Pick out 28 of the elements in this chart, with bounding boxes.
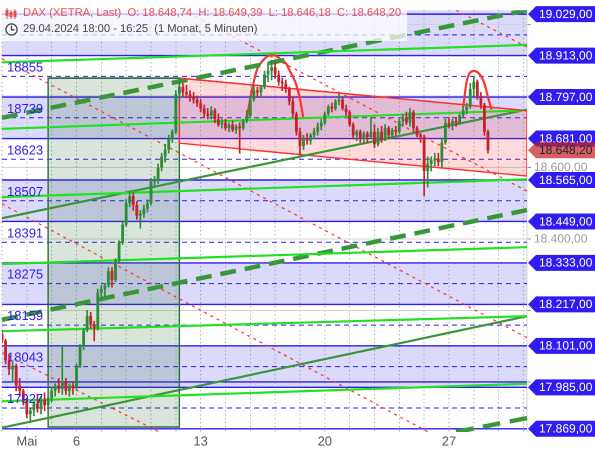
ref-line-label: 19.029,00: [539, 6, 593, 21]
ref-line-label: 17.985,00: [539, 380, 593, 394]
ref-line-label: 18275: [7, 266, 44, 282]
ref-line-label: 18.333,00: [539, 256, 593, 270]
text: 18.648,20: [539, 143, 593, 158]
y-tick-label: 18.400,00: [534, 231, 588, 246]
ref-line-label: 18.217,00: [539, 297, 593, 312]
ref-line-label: 18.565,00: [539, 172, 593, 187]
x-tick-label: 13: [193, 433, 208, 448]
ref-line-label: 18623: [7, 142, 44, 158]
x-tick-label: Mai: [16, 433, 38, 448]
ref-line-label: 18855: [7, 59, 44, 74]
ref-line-label: 18.797,00: [539, 90, 593, 104]
ref-line-label: 18.101,00: [539, 338, 593, 353]
ref-line-label: 18391: [7, 225, 44, 240]
x-tick-label: 6: [72, 433, 80, 448]
chart-title: DAX (XETRA, Last) O: 18.648,74 H: 18.649,39 L: 18.646,18 C: 18.648,20: [23, 6, 402, 21]
y-tick-label: 18.600,00: [534, 160, 588, 174]
ref-line-label: 18.681,00: [539, 131, 593, 146]
ref-line-label: 18.449,00: [539, 214, 593, 228]
ref-line-label: 18507: [7, 184, 44, 199]
x-tick-label: 20: [318, 433, 332, 448]
ref-line-label: 18.913,00: [539, 48, 593, 62]
ref-line-label: 18739: [7, 100, 44, 116]
ref-line-label: 17.869,00: [539, 422, 593, 436]
x-tick-label: 27: [442, 433, 456, 448]
ref-line-label: 17927: [7, 391, 44, 406]
text: 29.04.2024 18:00 - 16:25 (1 Monat, 5 Minuten): [23, 22, 258, 37]
